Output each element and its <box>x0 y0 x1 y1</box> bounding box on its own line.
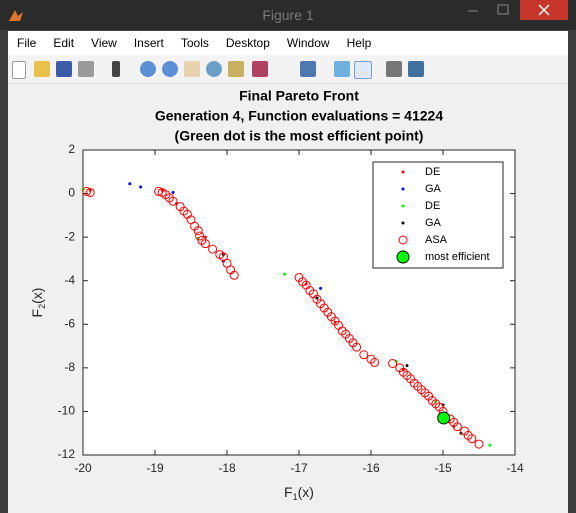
colorbar[interactable] <box>334 61 350 77</box>
point <box>85 187 95 197</box>
link-plot[interactable] <box>300 61 316 77</box>
legend-symbol <box>401 221 405 225</box>
close-button[interactable] <box>520 0 568 20</box>
y-tick-label: 0 <box>68 186 75 200</box>
xlabel-part: (x) <box>298 484 314 500</box>
brush[interactable] <box>252 61 268 77</box>
point <box>359 350 369 360</box>
zoom-out[interactable] <box>162 61 178 77</box>
x-tick-label: -14 <box>506 461 524 475</box>
legend-symbol <box>398 235 408 245</box>
xlabel: F1(x) <box>284 484 314 503</box>
menu-item[interactable]: View <box>91 36 117 50</box>
chart-title: Generation 4, Function evaluations = 412… <box>155 108 443 124</box>
xlabel-part: 1 <box>293 492 298 502</box>
point <box>82 186 92 196</box>
point <box>283 272 287 276</box>
x-tick-label: -20 <box>74 461 92 475</box>
show-tools[interactable] <box>408 61 424 77</box>
menu-item[interactable]: Help <box>346 36 372 50</box>
point <box>488 443 492 447</box>
x-tick-label: -16 <box>362 461 380 475</box>
ylabel-part: (x) <box>29 288 45 304</box>
point <box>452 422 462 432</box>
menu-item[interactable]: Window <box>286 36 330 50</box>
x-tick-label: -15 <box>434 461 452 475</box>
save[interactable] <box>56 61 72 77</box>
point <box>154 186 164 196</box>
maximize-button[interactable] <box>490 0 516 20</box>
legend-symbol <box>401 170 405 174</box>
rotate[interactable] <box>206 61 222 77</box>
legend-toggle[interactable] <box>354 61 372 79</box>
y-tick-label: -2 <box>64 229 75 243</box>
menu-item[interactable]: Edit <box>53 36 75 50</box>
point <box>405 364 409 368</box>
legend-symbol <box>401 187 405 191</box>
point <box>193 226 203 236</box>
x-tick-label: -18 <box>218 461 236 475</box>
point <box>195 231 205 241</box>
ylabel: F2(x) <box>29 288 48 318</box>
y-tick-label: 2 <box>68 142 75 156</box>
x-tick-label: -19 <box>146 461 164 475</box>
point <box>474 439 484 449</box>
x-tick-label: -17 <box>290 461 308 475</box>
window-title: Figure 1 <box>262 7 314 23</box>
point <box>352 342 362 352</box>
legend-label: GA <box>425 183 442 195</box>
menu-bar: File Edit View Insert Tools Desktop Window Help <box>8 31 568 55</box>
zoom-in[interactable] <box>140 61 156 77</box>
point <box>171 190 175 194</box>
point <box>200 239 210 249</box>
menu-item[interactable]: Tools <box>180 36 209 50</box>
point <box>128 182 132 186</box>
legend-label: ASA <box>425 234 448 246</box>
minimize-button[interactable] <box>460 0 486 20</box>
y-tick-label: -10 <box>58 404 76 418</box>
open-file[interactable] <box>34 61 50 77</box>
ylabel-part: F <box>29 309 45 318</box>
y-tick-label: -8 <box>64 360 75 374</box>
point <box>168 196 178 206</box>
menu-item[interactable]: File <box>17 36 37 50</box>
legend-symbol <box>396 250 410 264</box>
xlabel-part: F <box>284 484 293 500</box>
point <box>229 270 239 280</box>
axes-box <box>82 149 516 456</box>
title-bar: Figure 1 <box>0 0 576 30</box>
legend-label: most efficient <box>425 251 490 263</box>
legend-symbol <box>401 204 405 208</box>
data-cursor[interactable] <box>228 61 244 77</box>
chart-title: (Green dot is the most efficient point) <box>175 128 424 144</box>
app-icon <box>9 10 23 21</box>
point <box>315 296 319 300</box>
legend-label: DE <box>425 200 440 212</box>
legend-label: DE <box>425 166 440 178</box>
legend-label: GA <box>425 217 442 229</box>
y-tick-label: -12 <box>58 447 76 461</box>
menu-item[interactable]: Desktop <box>225 36 270 50</box>
point <box>208 244 218 254</box>
point <box>467 434 477 444</box>
print[interactable] <box>78 61 94 77</box>
point <box>139 185 143 189</box>
y-tick-label: -4 <box>64 273 75 287</box>
point <box>319 286 323 290</box>
y-tick-label: -6 <box>64 316 75 330</box>
figure: Final Pareto Front Generation 4, Function… <box>8 84 568 513</box>
new-figure[interactable] <box>12 61 26 79</box>
ylabel-part: 2 <box>37 304 47 309</box>
menu-item[interactable]: Insert <box>133 36 164 50</box>
pan[interactable] <box>184 61 200 77</box>
edit-plot[interactable] <box>112 61 120 77</box>
point <box>370 357 380 367</box>
chart-title: Final Pareto Front <box>239 88 359 104</box>
point <box>388 359 398 368</box>
hide-tools[interactable] <box>386 61 402 77</box>
legend-box <box>372 161 504 269</box>
point <box>437 411 451 425</box>
toolbar <box>8 55 568 84</box>
